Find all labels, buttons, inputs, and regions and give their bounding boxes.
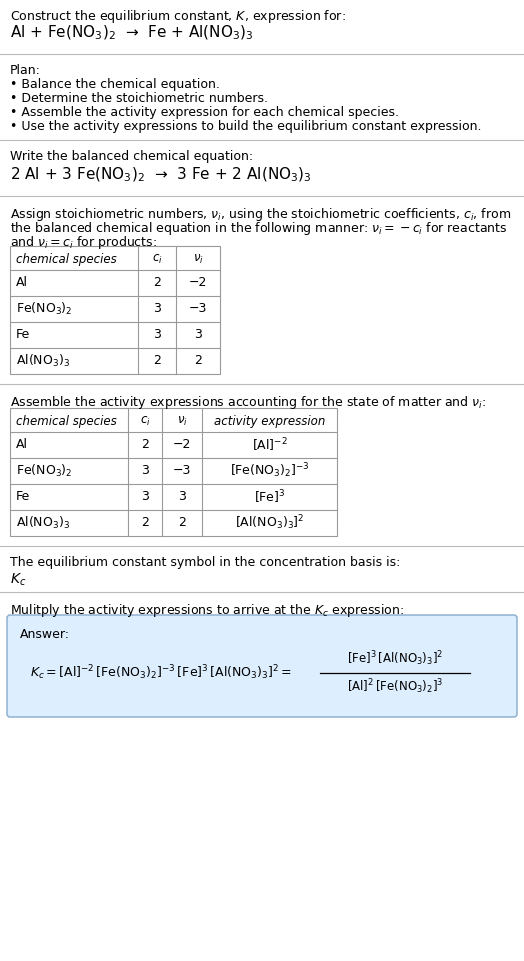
Text: 3: 3 bbox=[141, 490, 149, 504]
Text: $[\mathrm{Fe}]^{3}\,[\mathrm{Al(NO_3)_3}]^{2}$: $[\mathrm{Fe}]^{3}\,[\mathrm{Al(NO_3)_3}… bbox=[347, 650, 443, 668]
Text: $K_c = [\mathrm{Al}]^{-2}\,[\mathrm{Fe(NO_3)_2}]^{-3}\,[\mathrm{Fe}]^{3}\,[\math: $K_c = [\mathrm{Al}]^{-2}\,[\mathrm{Fe(N… bbox=[30, 664, 292, 682]
Text: 3: 3 bbox=[153, 329, 161, 341]
Text: [Al(NO$_3$)$_3$]$^2$: [Al(NO$_3$)$_3$]$^2$ bbox=[235, 513, 304, 532]
Text: 3: 3 bbox=[141, 464, 149, 478]
Text: −3: −3 bbox=[173, 464, 191, 478]
Text: Plan:: Plan: bbox=[10, 64, 41, 77]
Text: • Assemble the activity expression for each chemical species.: • Assemble the activity expression for e… bbox=[10, 106, 399, 119]
Text: and $\nu_i = c_i$ for products:: and $\nu_i = c_i$ for products: bbox=[10, 234, 157, 251]
Text: −2: −2 bbox=[173, 438, 191, 452]
Text: −2: −2 bbox=[189, 277, 207, 289]
Text: $c_i$: $c_i$ bbox=[139, 414, 150, 428]
Text: Fe: Fe bbox=[16, 329, 30, 341]
Text: Fe(NO$_3$)$_2$: Fe(NO$_3$)$_2$ bbox=[16, 301, 73, 317]
Text: the balanced chemical equation in the following manner: $\nu_i = -c_i$ for react: the balanced chemical equation in the fo… bbox=[10, 220, 507, 237]
Text: Al(NO$_3$)$_3$: Al(NO$_3$)$_3$ bbox=[16, 515, 70, 531]
Text: chemical species: chemical species bbox=[16, 253, 117, 265]
Text: $\nu_i$: $\nu_i$ bbox=[177, 414, 188, 428]
Text: 2: 2 bbox=[153, 277, 161, 289]
Text: 2: 2 bbox=[153, 355, 161, 367]
Text: The equilibrium constant symbol in the concentration basis is:: The equilibrium constant symbol in the c… bbox=[10, 556, 400, 569]
Text: [Fe]$^3$: [Fe]$^3$ bbox=[254, 488, 285, 505]
Text: $[\mathrm{Al}]^{2}\,[\mathrm{Fe(NO_3)_2}]^{3}$: $[\mathrm{Al}]^{2}\,[\mathrm{Fe(NO_3)_2}… bbox=[347, 678, 443, 697]
Text: Assign stoichiometric numbers, $\nu_i$, using the stoichiometric coefficients, $: Assign stoichiometric numbers, $\nu_i$, … bbox=[10, 206, 511, 223]
Text: [Fe(NO$_3$)$_2$]$^{-3}$: [Fe(NO$_3$)$_2$]$^{-3}$ bbox=[230, 461, 309, 480]
Text: Al(NO$_3$)$_3$: Al(NO$_3$)$_3$ bbox=[16, 353, 70, 369]
Text: Answer:: Answer: bbox=[20, 628, 70, 641]
Text: 2: 2 bbox=[141, 438, 149, 452]
Text: Fe: Fe bbox=[16, 490, 30, 504]
FancyBboxPatch shape bbox=[7, 615, 517, 717]
Text: • Use the activity expressions to build the equilibrium constant expression.: • Use the activity expressions to build … bbox=[10, 120, 482, 133]
Text: • Balance the chemical equation.: • Balance the chemical equation. bbox=[10, 78, 220, 91]
Bar bbox=[10, 408, 337, 536]
Text: 3: 3 bbox=[178, 490, 186, 504]
Text: chemical species: chemical species bbox=[16, 414, 117, 428]
Text: Assemble the activity expressions accounting for the state of matter and $\nu_i$: Assemble the activity expressions accoun… bbox=[10, 394, 486, 411]
Text: [Al]$^{-2}$: [Al]$^{-2}$ bbox=[252, 436, 288, 454]
Text: Al + Fe(NO$_3$)$_2$  →  Fe + Al(NO$_3$)$_3$: Al + Fe(NO$_3$)$_2$ → Fe + Al(NO$_3$)$_3… bbox=[10, 24, 254, 42]
Text: −3: −3 bbox=[189, 303, 207, 315]
Text: 2 Al + 3 Fe(NO$_3$)$_2$  →  3 Fe + 2 Al(NO$_3$)$_3$: 2 Al + 3 Fe(NO$_3$)$_2$ → 3 Fe + 2 Al(NO… bbox=[10, 166, 312, 185]
Text: 2: 2 bbox=[194, 355, 202, 367]
Text: • Determine the stoichiometric numbers.: • Determine the stoichiometric numbers. bbox=[10, 92, 268, 105]
Bar bbox=[10, 246, 220, 374]
Text: Fe(NO$_3$)$_2$: Fe(NO$_3$)$_2$ bbox=[16, 463, 73, 479]
Text: $K_c$: $K_c$ bbox=[10, 572, 26, 588]
Text: $\nu_i$: $\nu_i$ bbox=[193, 253, 203, 265]
Text: Construct the equilibrium constant, $K$, expression for:: Construct the equilibrium constant, $K$,… bbox=[10, 8, 346, 25]
Text: Al: Al bbox=[16, 277, 28, 289]
Text: Al: Al bbox=[16, 438, 28, 452]
Text: $c_i$: $c_i$ bbox=[151, 253, 162, 265]
Text: 2: 2 bbox=[178, 516, 186, 530]
Text: Mulitply the activity expressions to arrive at the $K_c$ expression:: Mulitply the activity expressions to arr… bbox=[10, 602, 405, 619]
Text: 3: 3 bbox=[194, 329, 202, 341]
Text: 2: 2 bbox=[141, 516, 149, 530]
Text: 3: 3 bbox=[153, 303, 161, 315]
Text: Write the balanced chemical equation:: Write the balanced chemical equation: bbox=[10, 150, 253, 163]
Text: activity expression: activity expression bbox=[214, 414, 325, 428]
